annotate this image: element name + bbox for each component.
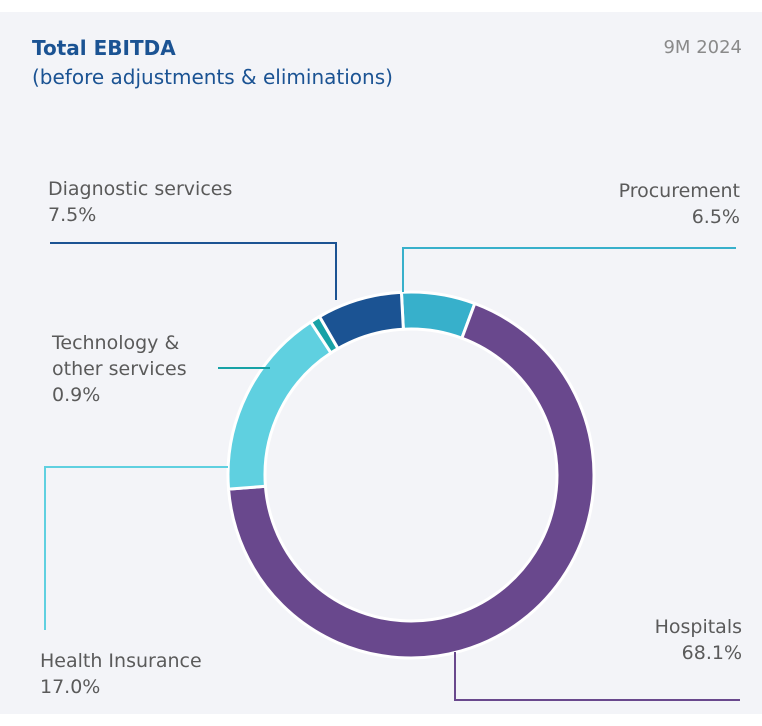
value-label: 0.9% — [52, 384, 101, 406]
segment-label: Diagnostic services 7.5% — [48, 176, 232, 228]
category-label: Diagnostic services — [48, 178, 233, 200]
leader-line — [44, 466, 228, 630]
leader-line — [454, 652, 740, 701]
chart-title: Total EBITDA — [32, 36, 176, 60]
category-label: Technology & other services — [52, 332, 187, 380]
segment-label: Procurement 6.5% — [619, 178, 740, 230]
category-label: Hospitals — [654, 616, 742, 638]
value-label: 7.5% — [48, 204, 97, 226]
leader-line — [402, 247, 736, 292]
segment-label: Health Insurance 17.0% — [40, 648, 202, 700]
chart-subtitle: (before adjustments & eliminations) — [32, 65, 393, 89]
donut-segment — [226, 319, 334, 491]
card: Total EBITDA (before adjustments & elimi… — [0, 12, 762, 714]
segment-label: Technology & other services 0.9% — [52, 330, 222, 408]
period-label: 9M 2024 — [663, 37, 742, 58]
category-label: Procurement — [618, 180, 740, 202]
value-label: 17.0% — [40, 676, 101, 698]
leader-line — [50, 242, 337, 300]
value-label: 68.1% — [681, 642, 742, 664]
donut-segment — [226, 301, 596, 660]
segment-label: Hospitals 68.1% — [655, 614, 742, 666]
value-label: 6.5% — [691, 206, 740, 228]
chart — [44, 242, 740, 701]
category-label: Health Insurance — [40, 650, 202, 672]
donut-segment — [317, 290, 405, 351]
